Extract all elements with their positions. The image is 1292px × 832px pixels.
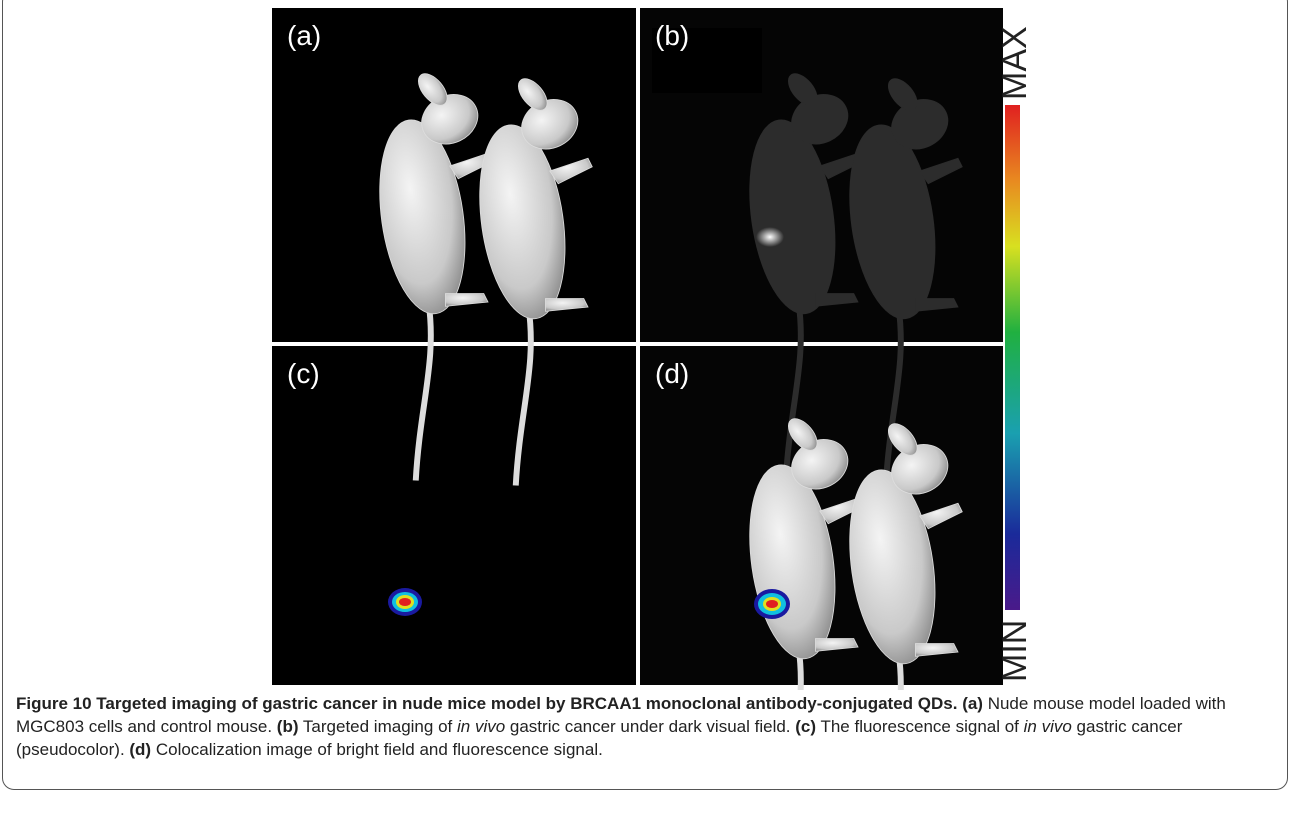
caption-segment: (c) — [795, 717, 816, 736]
caption: Figure 10 Targeted imaging of gastric ca… — [16, 692, 1278, 761]
caption-segment: Targeted imaging of — [299, 717, 457, 736]
panel-label: (c) — [287, 358, 320, 389]
colorbar — [1005, 105, 1020, 610]
caption-segment: (a) — [962, 694, 983, 713]
panel-c — [272, 346, 636, 685]
panel-label: (a) — [287, 20, 321, 51]
colorbar-min: MIN — [996, 620, 1034, 682]
panel-label: (d) — [655, 358, 689, 389]
caption-segment: gastric cancer under dark visual field. — [505, 717, 795, 736]
caption-segment: The fluorescence signal of — [816, 717, 1024, 736]
caption-segment: Figure 10 Targeted imaging of gastric ca… — [16, 694, 957, 713]
hotspot-d — [754, 589, 790, 619]
figure: (a) (b) (c) (d) MAX MIN — [0, 0, 1292, 690]
caption-segment: in vivo — [1024, 717, 1072, 736]
page: (a) (b) (c) (d) MAX MIN Figure 10 Target… — [0, 0, 1292, 832]
caption-segment: in vivo — [457, 717, 505, 736]
caption-segment: Colocalization image of bright field and… — [151, 740, 603, 759]
caption-segment: (b) — [277, 717, 299, 736]
hotspot-c — [388, 588, 422, 616]
colorbar-max: MAX — [996, 26, 1034, 100]
panel-label: (b) — [655, 20, 689, 51]
caption-segment: (d) — [129, 740, 151, 759]
